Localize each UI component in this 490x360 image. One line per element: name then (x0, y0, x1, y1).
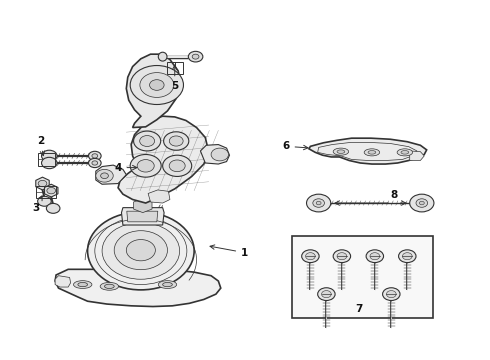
Circle shape (140, 73, 174, 98)
Ellipse shape (104, 284, 114, 288)
Ellipse shape (333, 148, 349, 155)
Ellipse shape (401, 150, 409, 154)
Polygon shape (134, 198, 152, 213)
Ellipse shape (78, 283, 88, 287)
Bar (167, 62, 183, 75)
Circle shape (398, 250, 416, 262)
Circle shape (383, 288, 400, 301)
Polygon shape (127, 211, 158, 222)
Ellipse shape (364, 149, 380, 156)
Circle shape (387, 291, 396, 298)
Ellipse shape (158, 281, 177, 288)
Text: 7: 7 (355, 304, 363, 314)
Circle shape (92, 154, 98, 158)
Circle shape (169, 136, 183, 146)
Circle shape (102, 222, 180, 279)
Circle shape (402, 253, 412, 260)
Circle shape (416, 199, 428, 207)
Ellipse shape (158, 52, 167, 61)
Circle shape (337, 253, 347, 260)
Circle shape (419, 201, 424, 205)
Circle shape (114, 231, 168, 270)
Circle shape (88, 212, 194, 290)
Polygon shape (126, 54, 181, 127)
Circle shape (126, 239, 155, 261)
Circle shape (333, 250, 351, 262)
Ellipse shape (337, 150, 345, 153)
Circle shape (306, 253, 315, 260)
Circle shape (130, 154, 161, 177)
Circle shape (92, 161, 98, 165)
Circle shape (192, 54, 199, 59)
Circle shape (410, 194, 434, 212)
Text: 2: 2 (37, 136, 45, 156)
Circle shape (188, 51, 203, 62)
Circle shape (38, 196, 51, 206)
Circle shape (140, 136, 155, 147)
Polygon shape (96, 165, 126, 184)
Circle shape (38, 180, 47, 187)
Circle shape (42, 157, 57, 168)
Circle shape (313, 199, 324, 207)
Ellipse shape (368, 150, 376, 154)
Bar (293, 236, 433, 318)
Text: 4: 4 (114, 163, 137, 172)
Circle shape (89, 158, 101, 168)
Bar (36, 186, 56, 198)
Text: 3: 3 (32, 196, 42, 213)
Circle shape (100, 173, 108, 179)
Circle shape (164, 132, 189, 150)
Polygon shape (55, 276, 71, 287)
Polygon shape (410, 151, 424, 161)
Bar (38, 153, 54, 166)
Circle shape (47, 188, 55, 194)
Circle shape (370, 253, 380, 260)
Text: 5: 5 (171, 65, 178, 91)
Polygon shape (118, 116, 209, 203)
Circle shape (134, 131, 161, 151)
Circle shape (316, 201, 321, 205)
Circle shape (163, 155, 192, 176)
Text: 1: 1 (210, 245, 248, 258)
Circle shape (89, 151, 101, 161)
Circle shape (307, 194, 331, 212)
Circle shape (318, 288, 335, 301)
Circle shape (321, 291, 331, 298)
Ellipse shape (163, 283, 172, 287)
Ellipse shape (74, 281, 92, 288)
Circle shape (169, 160, 185, 172)
Circle shape (137, 159, 154, 172)
Ellipse shape (100, 283, 119, 290)
Text: 8: 8 (391, 190, 398, 200)
Circle shape (96, 169, 113, 182)
Circle shape (47, 203, 60, 213)
Circle shape (302, 250, 319, 262)
Circle shape (211, 148, 228, 161)
Circle shape (149, 80, 164, 90)
Circle shape (366, 250, 384, 262)
Circle shape (42, 150, 57, 162)
Circle shape (130, 66, 183, 104)
Polygon shape (36, 177, 49, 190)
Polygon shape (55, 269, 221, 306)
Polygon shape (148, 190, 170, 203)
Polygon shape (45, 184, 58, 197)
Ellipse shape (397, 149, 413, 156)
Text: 6: 6 (282, 141, 308, 151)
Polygon shape (309, 138, 427, 164)
Polygon shape (200, 145, 229, 164)
Polygon shape (122, 208, 164, 225)
